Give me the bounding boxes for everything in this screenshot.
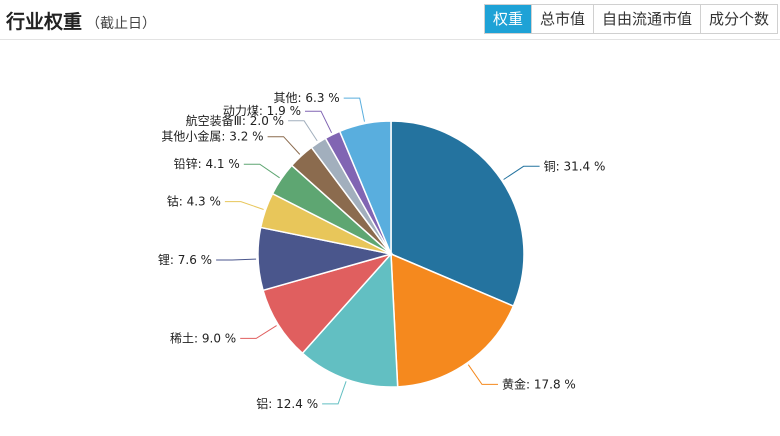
slice-label-6: 铅锌: 4.1 % <box>174 157 240 171</box>
page-subtitle: （截止日） <box>86 16 157 32</box>
leader-line-5 <box>224 201 264 210</box>
pie-slice-10[interactable] <box>338 120 392 255</box>
slice-label-0: 铜: 31.4 % <box>544 158 606 173</box>
pie-slice-0[interactable] <box>390 120 525 308</box>
leader-line-8 <box>288 120 318 142</box>
slice-label-2: 铝: 12.4 % <box>256 396 318 411</box>
tab-total-market-cap[interactable]: 总市值 <box>530 5 593 33</box>
slice-label-5: 钴: 4.3 % <box>167 194 221 209</box>
pie-slice-2[interactable] <box>301 252 399 388</box>
page-title: 行业权重 <box>6 11 83 33</box>
slice-label-3: 稀土: 9.0 % <box>170 331 236 345</box>
leader-line-0 <box>503 165 540 180</box>
tab-constituent-count[interactable]: 成分个数 <box>699 5 777 33</box>
leader-line-6 <box>243 163 280 179</box>
tab-weight[interactable]: 权重 <box>484 5 531 33</box>
industry-weight-pie-chart: 铜: 31.4 % 黄金: 17.8 % 铝: 12.4 % 稀土: 9.0 % 锂: … <box>158 91 606 411</box>
slice-label-10: 其他: 6.3 % <box>274 91 340 105</box>
tab-free-float-market-cap[interactable]: 自由流通市值 <box>592 5 700 33</box>
slice-label-8: 航空装备Ⅲ: 2.0 % <box>186 113 284 128</box>
leader-line-9 <box>305 110 333 134</box>
slice-label-4: 锂: 7.6 % <box>158 252 212 267</box>
panel-header: 行业权重 （截止日） 权重 总市值 自由流通市值 成分个数 <box>0 0 780 40</box>
pie-slice-1[interactable] <box>390 252 515 388</box>
leader-line-3 <box>240 325 277 339</box>
leader-line-2 <box>322 381 347 405</box>
leader-line-10 <box>343 97 365 122</box>
slice-label-1: 黄金: 17.8 % <box>502 376 576 391</box>
leader-line-4 <box>216 258 257 261</box>
slice-label-9: 动力煤: 1.9 % <box>223 104 301 118</box>
title-wrap: 行业权重 （截止日） <box>6 7 156 34</box>
metric-tabs: 权重 总市值 自由流通市值 成分个数 <box>483 4 778 34</box>
leader-line-1 <box>467 364 498 385</box>
slice-label-7: 其他小金属: 3.2 % <box>161 129 263 144</box>
leader-line-7 <box>267 136 301 155</box>
